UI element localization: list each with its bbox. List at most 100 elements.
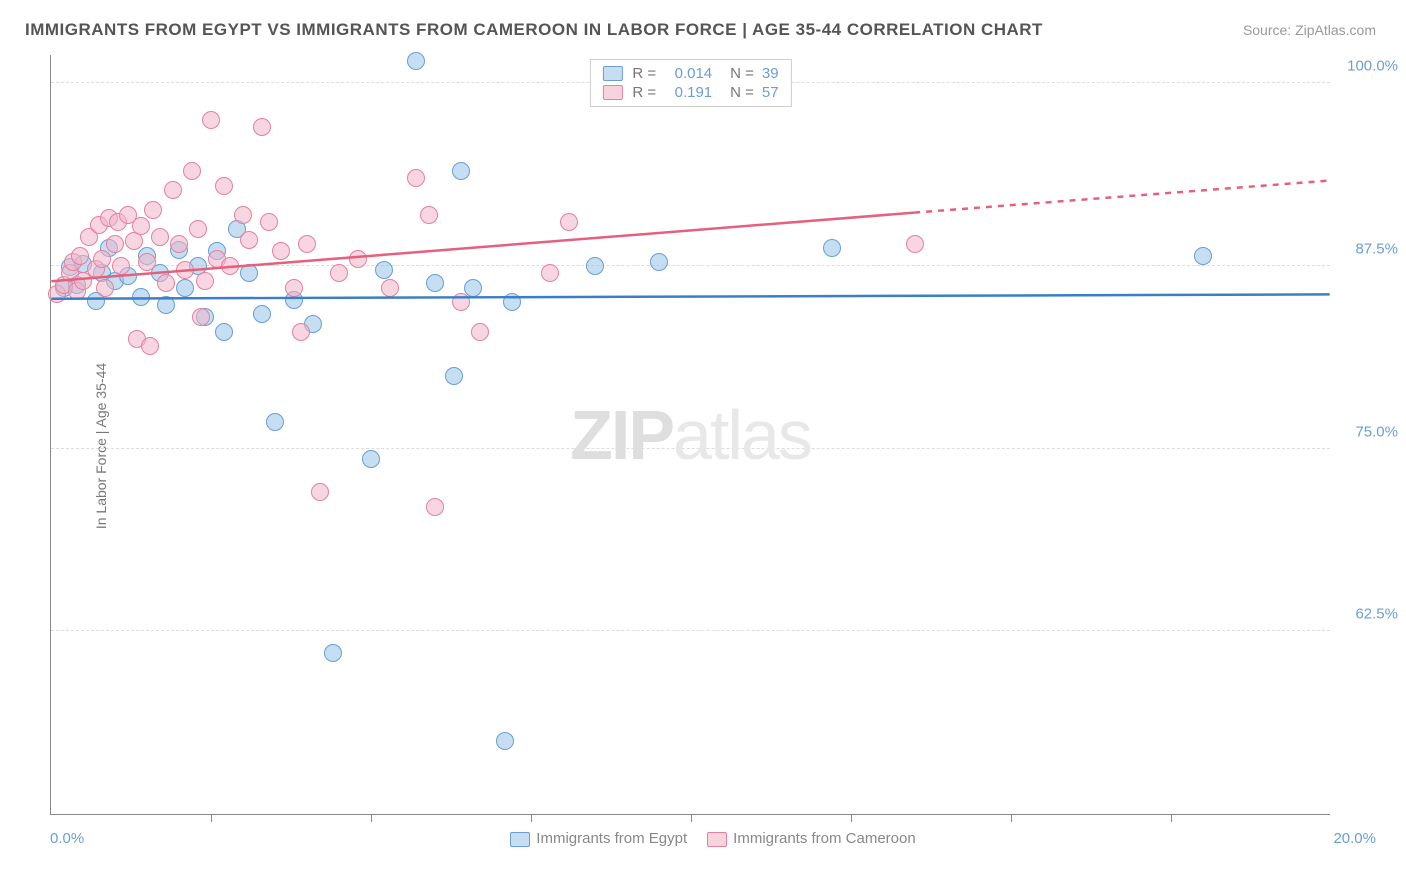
legend-swatch [602,85,622,100]
data-point [132,288,150,306]
data-point [192,308,210,326]
data-point [445,367,463,385]
data-point [157,274,175,292]
data-point [407,169,425,187]
data-point [452,293,470,311]
data-point [272,242,290,260]
data-point [496,732,514,750]
x-tick [1171,814,1172,822]
data-point [240,231,258,249]
data-point [407,52,425,70]
y-axis-label: In Labor Force | Age 35-44 [93,363,109,529]
n-value: 39 [762,65,779,82]
trend-line [51,294,1329,298]
data-point [144,201,162,219]
stats-legend: R =0.014 N = 39 R =0.191 N = 57 [589,59,791,107]
chart-title: IMMIGRANTS FROM EGYPT VS IMMIGRANTS FROM… [25,20,1043,40]
stats-legend-row: R =0.014 N = 39 [602,64,778,83]
data-point [324,644,342,662]
data-point [176,261,194,279]
data-point [196,272,214,290]
y-tick-label: 62.5% [1355,606,1398,623]
data-point [298,235,316,253]
x-tick [851,814,852,822]
r-label: R = [632,65,656,82]
x-tick [531,814,532,822]
legend-series-label: Immigrants from Cameroon [733,830,916,847]
n-label: N = [730,84,754,101]
data-point [71,247,89,265]
r-label: R = [632,84,656,101]
data-point [151,228,169,246]
data-point [560,213,578,231]
data-point [183,162,201,180]
data-point [650,253,668,271]
gridline-h [51,630,1330,631]
data-point [253,305,271,323]
data-point [132,217,150,235]
data-point [170,235,188,253]
stats-legend-row: R =0.191 N = 57 [602,83,778,102]
n-value: 57 [762,84,779,101]
legend-swatch [602,66,622,81]
data-point [157,296,175,314]
data-point [586,257,604,275]
data-point [426,274,444,292]
data-point [176,279,194,297]
watermark-bold: ZIP [570,396,673,474]
data-point [426,498,444,516]
legend-swatch [510,832,530,847]
r-value: 0.191 [660,84,712,101]
x-tick [371,814,372,822]
data-point [541,264,559,282]
data-point [260,213,278,231]
data-point [112,257,130,275]
data-point [362,450,380,468]
data-point [215,323,233,341]
data-point [464,279,482,297]
data-point [215,177,233,195]
x-tick [691,814,692,822]
legend-swatch [707,832,727,847]
trend-line-dashed [914,181,1329,213]
data-point [138,253,156,271]
data-point [202,111,220,129]
source-label: Source: ZipAtlas.com [1243,22,1376,38]
data-point [375,261,393,279]
n-label: N = [730,65,754,82]
chart-container: IMMIGRANTS FROM EGYPT VS IMMIGRANTS FROM… [0,0,1406,892]
data-point [292,323,310,341]
r-value: 0.014 [660,65,712,82]
data-point [285,279,303,297]
watermark-light: atlas [673,396,811,474]
data-point [141,337,159,355]
watermark: ZIPatlas [570,395,811,475]
y-tick-label: 100.0% [1347,58,1398,75]
data-point [503,293,521,311]
data-point [311,483,329,501]
data-point [93,250,111,268]
data-point [420,206,438,224]
data-point [189,220,207,238]
data-point [381,279,399,297]
data-point [240,264,258,282]
data-point [330,264,348,282]
data-point [1194,247,1212,265]
series-legend: Immigrants from Egypt Immigrants from Cam… [0,830,1406,847]
data-point [906,235,924,253]
data-point [452,162,470,180]
y-tick-label: 75.0% [1355,423,1398,440]
data-point [266,413,284,431]
data-point [471,323,489,341]
y-tick-label: 87.5% [1355,240,1398,257]
data-point [823,239,841,257]
data-point [221,257,239,275]
x-tick [211,814,212,822]
data-point [253,118,271,136]
data-point [234,206,252,224]
data-point [349,250,367,268]
data-point [164,181,182,199]
legend-series-label: Immigrants from Egypt [536,830,687,847]
data-point [106,235,124,253]
plot-area: ZIPatlas R =0.014N =39R =0.191N =57 62.5… [50,55,1330,815]
